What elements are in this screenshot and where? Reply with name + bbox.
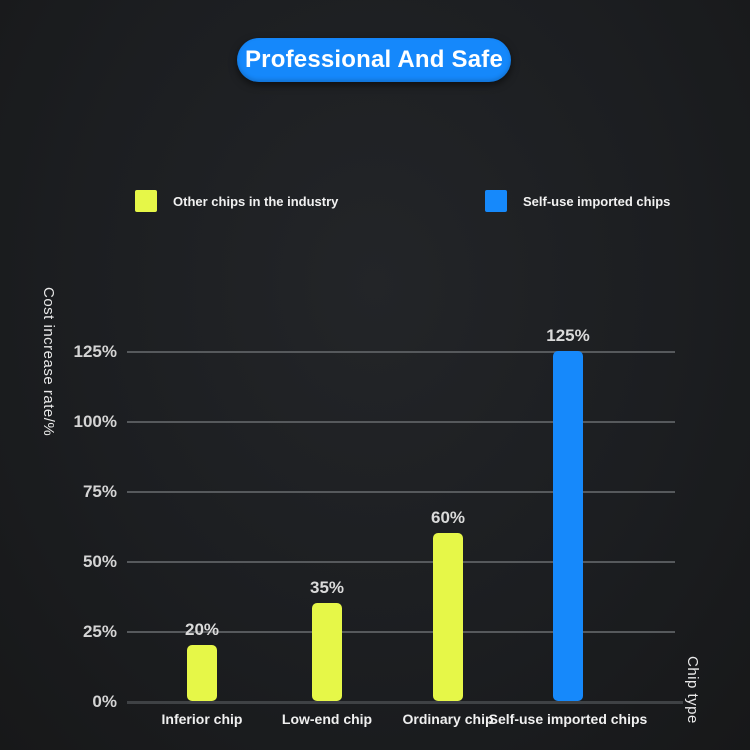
bar-value-label: 60% [430,508,466,527]
legend-item-other-chips: Other chips in the industry [135,189,338,213]
bar-value-label: 20% [184,620,220,639]
legend-swatch-yellow [135,190,157,212]
x-axis-line [127,701,683,704]
x-tick-label: Low-end chip [281,711,373,727]
y-tick-label: 25% [82,622,117,641]
y-tick-label: 100% [73,412,117,431]
page-title: Professional And Safe [244,46,504,73]
legend-swatch-blue [485,190,507,212]
title-badge: Professional And Safe [237,38,511,82]
x-tick-label: Ordinary chip [402,711,494,727]
bar-value-label: 35% [309,578,345,597]
bar-chart-plot-area: 0% 25% 50% 75% 100% 125% 20% Inferior chip 35% Lo… [74,326,683,727]
y-tick-label: 125% [73,342,117,361]
y-tick-label: 75% [82,482,117,501]
bar-value-label: 125% [546,326,590,345]
x-tick-label: Inferior chip [161,711,243,727]
bar-ordinary-chip [433,533,463,701]
gridline [127,561,675,563]
gridline [127,491,675,493]
gridline [127,421,675,423]
bar-self-use-imported-chips [553,351,583,701]
bar-inferior-chip [187,645,217,701]
legend-label: Self-use imported chips [523,193,671,209]
gridline [127,631,675,633]
y-axis-title: Cost increase rate/% [40,287,57,437]
y-tick-label: 0% [92,692,117,711]
gridline [127,351,675,353]
x-tick-label: Self-use imported chips [488,711,648,727]
y-tick-label: 50% [82,552,117,571]
legend-item-self-use-chips: Self-use imported chips [485,189,670,213]
x-axis-title: Chip type [684,656,701,724]
bar-low-end-chip [312,603,342,701]
legend-label: Other chips in the industry [173,193,339,209]
